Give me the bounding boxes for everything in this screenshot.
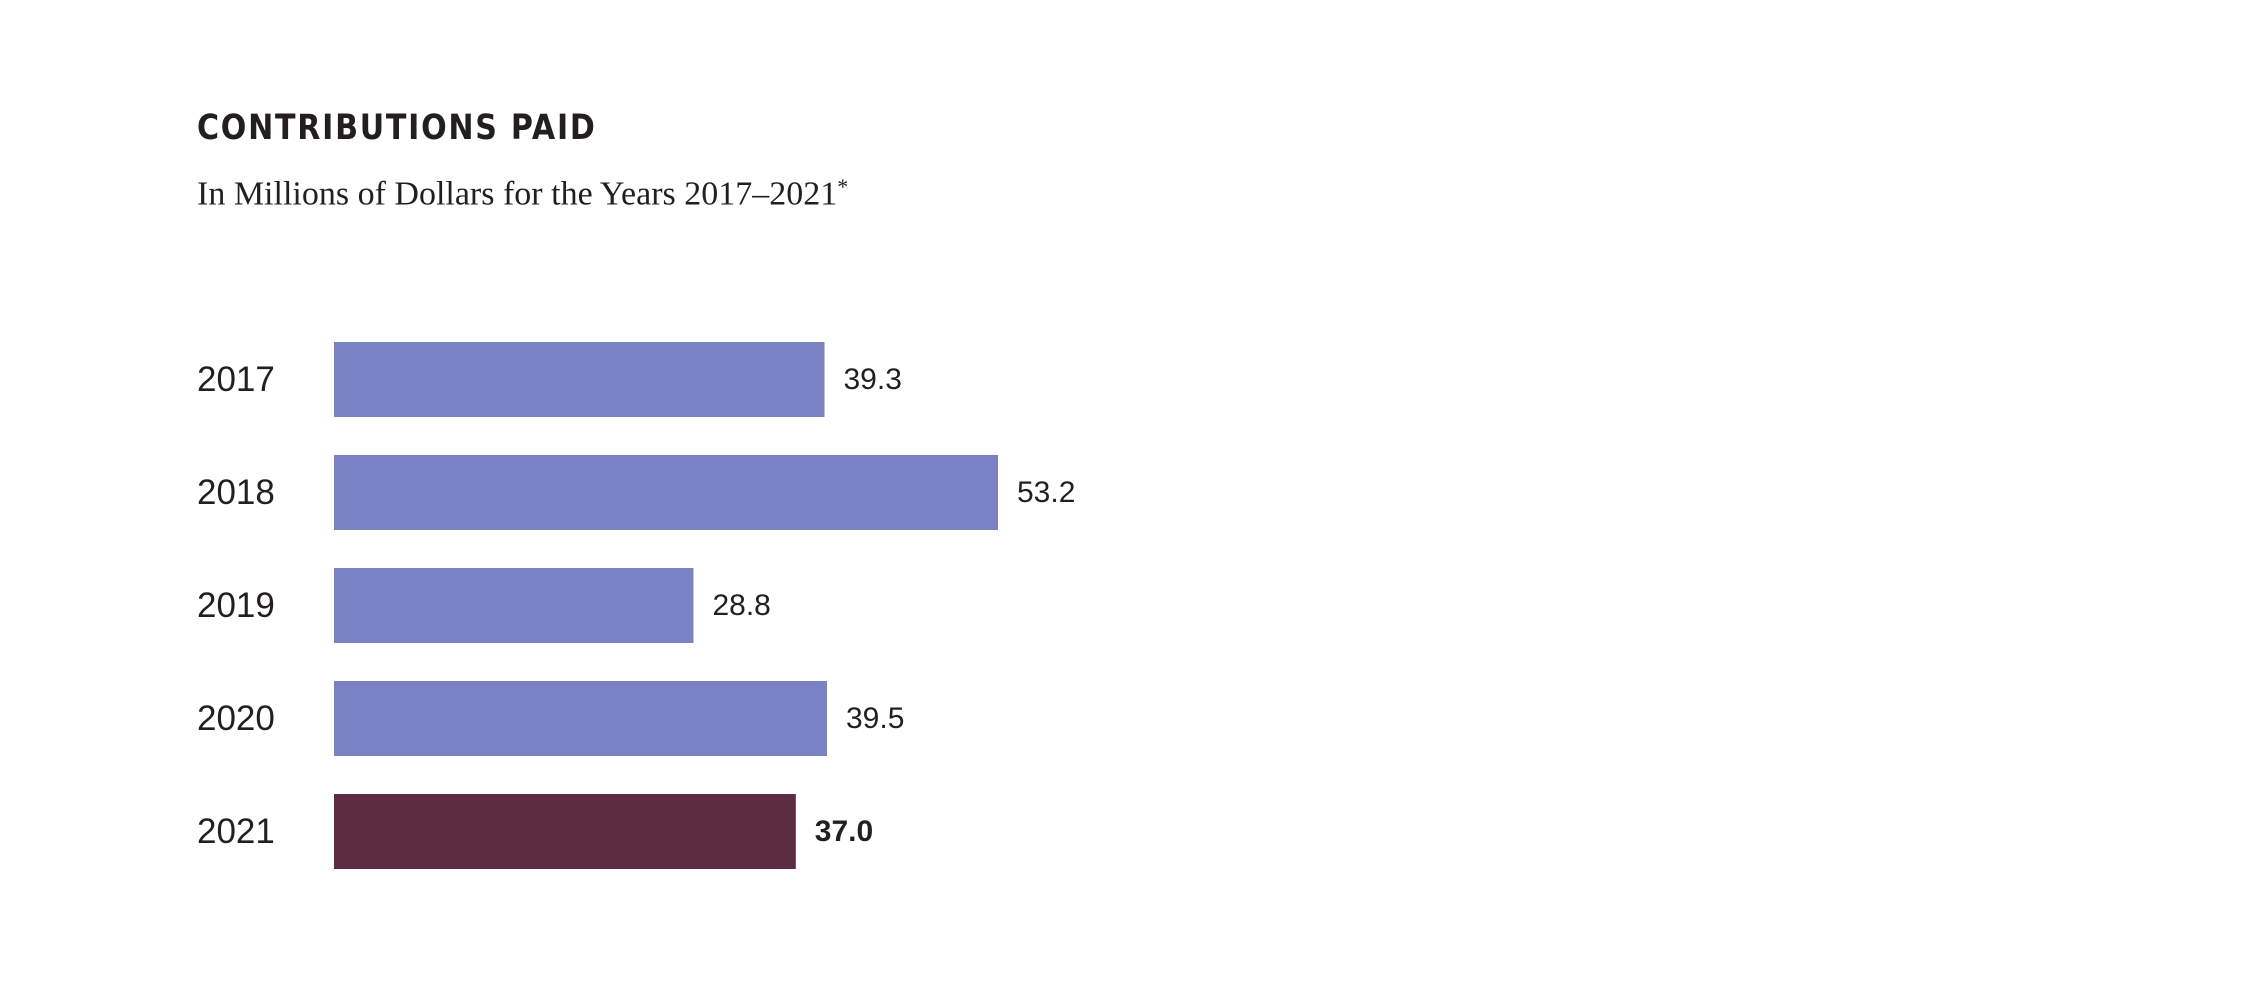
bar-2018 — [334, 455, 998, 530]
category-label-2019: 2019 — [197, 586, 275, 625]
chart-title: CONTRIBUTIONS PAID — [197, 108, 597, 148]
category-label-2021: 2021 — [197, 812, 275, 851]
value-label-2021: 37.0 — [815, 815, 873, 848]
category-label-2017: 2017 — [197, 360, 275, 399]
value-label-2017: 39.3 — [844, 363, 902, 396]
bar-2021 — [334, 794, 796, 869]
category-label-2018: 2018 — [197, 473, 275, 512]
bar-2019 — [334, 568, 694, 643]
chart-subtitle: In Millions of Dollars for the Years 201… — [197, 172, 848, 213]
value-label-2020: 39.5 — [846, 702, 904, 735]
category-label-2020: 2020 — [197, 699, 275, 738]
chart-subtitle-text: In Millions of Dollars for the Years 201… — [197, 175, 838, 213]
chart-subtitle-footnote-mark: * — [837, 174, 849, 199]
value-label-2019: 28.8 — [712, 589, 770, 622]
bar-2020 — [334, 681, 828, 756]
bar-2017 — [334, 342, 825, 417]
value-label-2018: 53.2 — [1017, 476, 1075, 509]
